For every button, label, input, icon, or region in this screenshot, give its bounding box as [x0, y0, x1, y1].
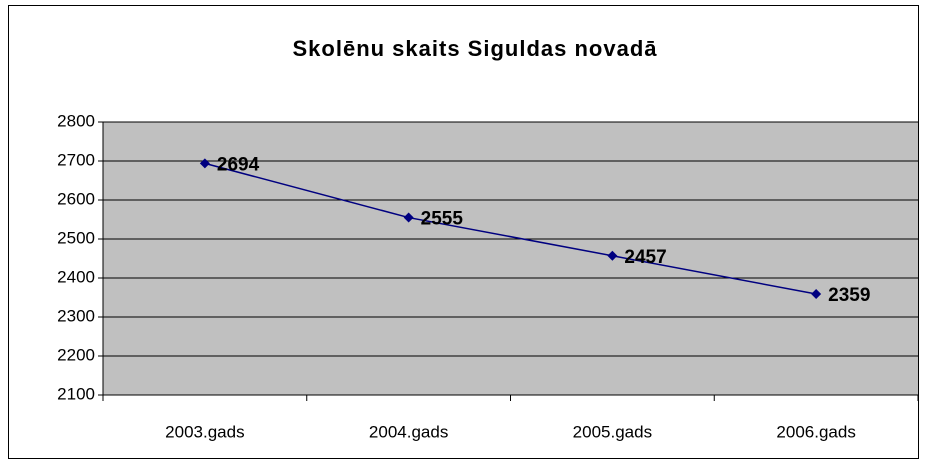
data-label: 2457: [624, 247, 666, 268]
data-label: 2694: [217, 154, 260, 175]
y-tick-label: 2600: [57, 189, 95, 208]
y-tick-label: 2300: [57, 306, 95, 325]
y-tick-label: 2800: [57, 111, 95, 130]
data-point: [811, 288, 822, 299]
y-tick-label: 2700: [57, 150, 95, 169]
y-tick-label: 2400: [57, 267, 95, 286]
chart-title: Skolēnu skaits Siguldas novadā: [293, 36, 658, 61]
x-tick-label: 2003.gads: [165, 422, 244, 441]
x-tick-label: 2005.gads: [573, 422, 652, 441]
data-point: [607, 250, 618, 261]
y-tick-label: 2500: [57, 228, 95, 247]
y-tick-label: 2200: [57, 345, 95, 364]
data-point: [199, 158, 210, 169]
data-label: 2359: [828, 285, 870, 306]
series-line: [204, 162, 817, 295]
data-label: 2555: [421, 209, 464, 230]
plot-area: [103, 122, 918, 395]
y-tick-label: 2100: [57, 384, 95, 403]
data-point: [403, 212, 414, 223]
x-tick-label: 2004.gads: [369, 422, 448, 441]
x-tick-label: 2006.gads: [776, 422, 855, 441]
